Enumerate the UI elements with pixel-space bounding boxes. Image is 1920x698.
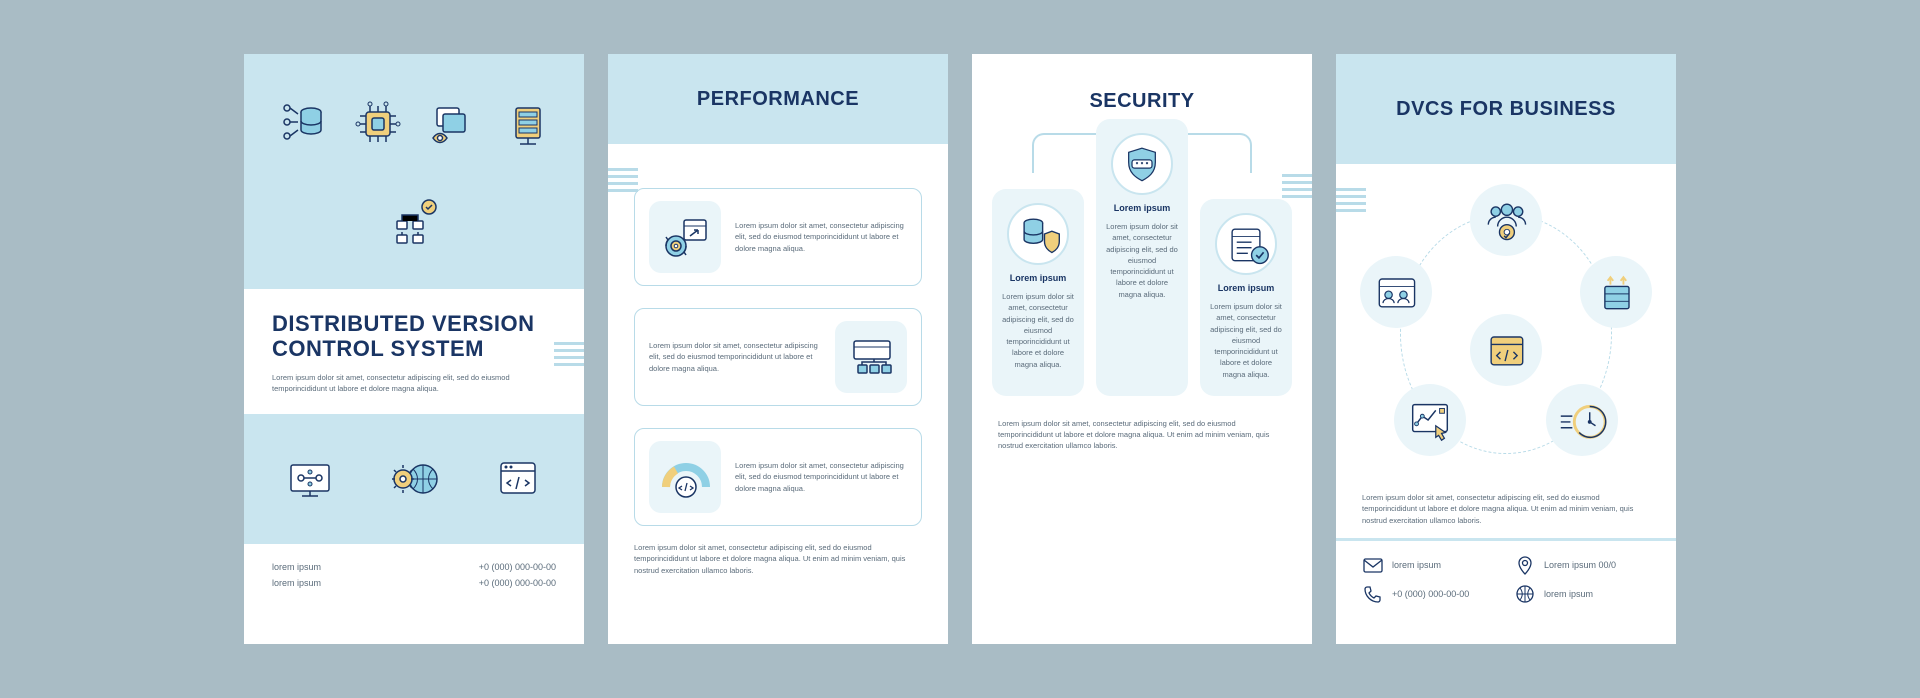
chip-icon [342,88,412,158]
team-gear-icon [1470,184,1542,256]
user-window-icon [1360,256,1432,328]
contact-text: Lorem ipsum 00/0 [1544,560,1616,570]
clock-fast-icon [1546,384,1618,456]
contact-phone: +0 (000) 000-00-00 [479,562,556,572]
pin-icon [1514,555,1536,575]
security-footer-text: Lorem ipsum dolor sit amet, consectetur … [998,418,1286,452]
gear-globe-icon [369,434,459,524]
panel-security: SECURITY Lorem ipsum Lorem ipsum dolor s… [972,54,1312,644]
business-title: DVCS FOR BUSINESS [1396,97,1616,121]
performance-header: PERFORMANCE [608,54,948,144]
item-text: Lorem ipsum dolor sit amet, consectetur … [735,460,907,494]
performance-item: Lorem ipsum dolor sit amet, consectetur … [634,188,922,286]
performance-title: PERFORMANCE [697,88,859,111]
contact-text: +0 (000) 000-00-00 [1392,589,1469,599]
security-title: SECURITY [972,90,1312,113]
panel-performance: PERFORMANCE Lorem ipsum dolor sit amet, … [608,54,948,644]
contact-text: lorem ipsum [272,578,321,588]
security-footer: Lorem ipsum dolor sit amet, consectetur … [972,410,1312,510]
contact-row: +0 (000) 000-00-00 [1362,583,1498,605]
card-text: Lorem ipsum dolor sit amet, consectetur … [1106,221,1178,300]
cover-desc: Lorem ipsum dolor sit amet, consectetur … [272,372,556,395]
performance-footer-text: Lorem ipsum dolor sit amet, consectetur … [608,536,948,576]
footer-accent-band [972,584,1312,644]
card-label: Lorem ipsum [1218,283,1275,293]
sync-gear-icon [649,201,721,273]
contact-row: Lorem ipsum 00/0 [1514,555,1650,575]
card-label: Lorem ipsum [1010,273,1067,283]
card-text: Lorem ipsum dolor sit amet, consectetur … [1210,301,1282,380]
security-header: SECURITY [972,54,1312,113]
business-header: DVCS FOR BUSINESS [1336,54,1676,164]
shield-password-icon [1111,133,1173,195]
performance-items: Lorem ipsum dolor sit amet, consectetur … [608,144,948,536]
security-cards: Lorem ipsum Lorem ipsum dolor sit amet, … [972,113,1312,410]
performance-item: Lorem ipsum dolor sit amet, consectetur … [634,428,922,526]
contact-text: lorem ipsum [1392,560,1441,570]
code-window-icon [1470,314,1542,386]
db-shield-icon [1007,203,1069,265]
hierarchy-icon [835,321,907,393]
item-text: Lorem ipsum dolor sit amet, consectetur … [649,340,821,374]
gauge-icon [649,441,721,513]
card-label: Lorem ipsum [1114,203,1171,213]
contact-phone: +0 (000) 000-00-00 [479,578,556,588]
performance-item: Lorem ipsum dolor sit amet, consectetur … [634,308,922,406]
security-card: Lorem ipsum Lorem ipsum dolor sit amet, … [1096,119,1188,396]
security-card: Lorem ipsum Lorem ipsum dolor sit amet, … [1200,199,1292,396]
touch-chart-icon [1394,384,1466,456]
business-contact: lorem ipsum Lorem ipsum 00/0 +0 (000) 00… [1336,538,1676,605]
panel-business: DVCS FOR BUSINESS Lorem ipsum dolor sit … [1336,54,1676,644]
item-text: Lorem ipsum dolor sit amet, consectetur … [735,220,907,254]
mail-icon [1362,555,1384,575]
server-arrows-icon [1580,256,1652,328]
card-text: Lorem ipsum dolor sit amet, consectetur … [1002,291,1074,370]
cover-title-block: DISTRIBUTED VERSION CONTROL SYSTEM Lorem… [244,289,584,406]
cover-contact: lorem ipsum lorem ipsum +0 (000) 000-00-… [244,544,584,588]
cover-title: DISTRIBUTED VERSION CONTROL SYSTEM [272,311,556,362]
business-diagram [1352,184,1660,484]
decoration-lines [608,168,638,192]
files-eye-icon [417,88,487,158]
cover-icon-grid [244,54,584,289]
code-window-icon [473,434,563,524]
brochure-container: DISTRIBUTED VERSION CONTROL SYSTEM Lorem… [244,54,1676,644]
security-card: Lorem ipsum Lorem ipsum dolor sit amet, … [992,189,1084,396]
monitor-icon [265,434,355,524]
contact-text: lorem ipsum [1544,589,1593,599]
phone-icon [1362,584,1384,604]
panel-cover: DISTRIBUTED VERSION CONTROL SYSTEM Lorem… [244,54,584,644]
contact-text: lorem ipsum [272,562,321,572]
contact-row: lorem ipsum [1362,555,1498,575]
checklist-icon [1215,213,1277,275]
cover-bottom-icons [244,414,584,544]
server-rack-icon [492,88,562,158]
globe-icon [1514,583,1536,605]
business-footer-text: Lorem ipsum dolor sit amet, consectetur … [1336,492,1676,538]
tree-check-icon [379,185,449,255]
contact-row: lorem ipsum [1514,583,1650,605]
database-network-icon [267,88,337,158]
decoration-lines [554,342,584,366]
